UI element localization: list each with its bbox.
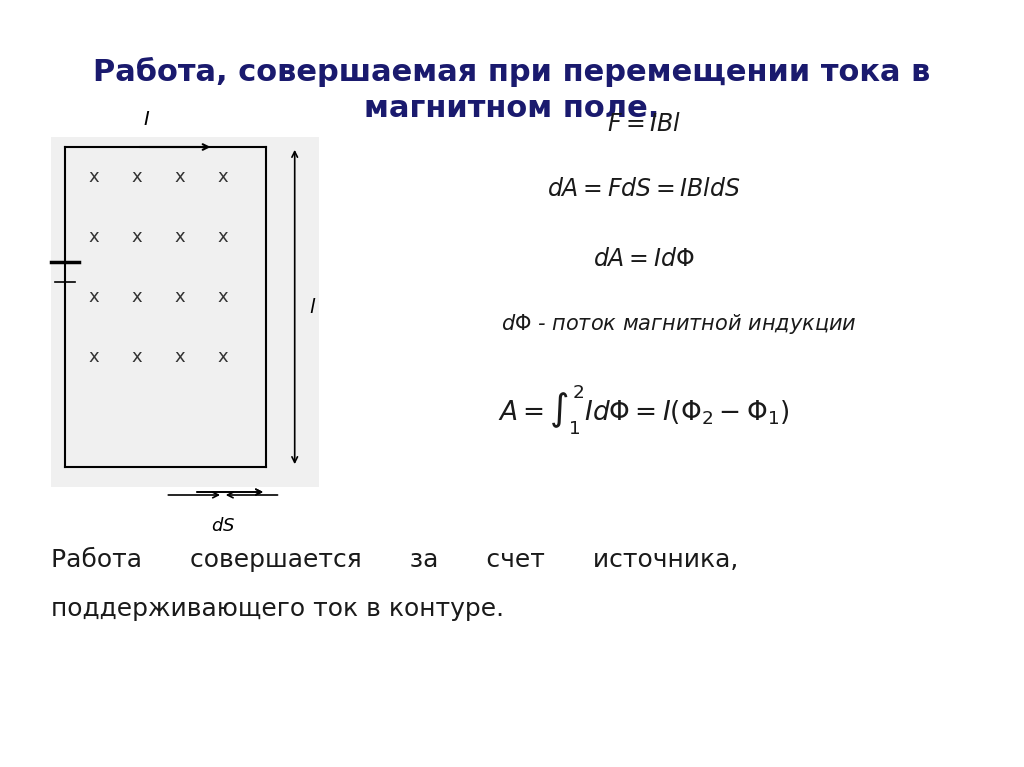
Text: x: x (174, 168, 185, 186)
Text: $d\Phi$ - поток магнитной индукции: $d\Phi$ - поток магнитной индукции (501, 312, 856, 336)
Text: поддерживающего ток в контуре.: поддерживающего ток в контуре. (50, 597, 504, 621)
Text: x: x (174, 288, 185, 306)
Text: $I$: $I$ (142, 110, 150, 129)
Text: x: x (88, 348, 99, 366)
Text: x: x (217, 348, 228, 366)
Text: $dA = FdS = IBldS$: $dA = FdS = IBldS$ (547, 177, 741, 201)
Text: x: x (174, 228, 185, 246)
Text: x: x (131, 168, 142, 186)
Text: $dA = Id\Phi$: $dA = Id\Phi$ (593, 247, 695, 271)
Text: x: x (88, 168, 99, 186)
Text: Работа      совершается      за      счет      источника,: Работа совершается за счет источника, (50, 547, 738, 572)
Text: x: x (131, 348, 142, 366)
Text: x: x (88, 228, 99, 246)
Text: $l$: $l$ (309, 298, 316, 317)
Text: $A = \int_{1}^{2} Id\Phi = I(\Phi_2 - \Phi_1)$: $A = \int_{1}^{2} Id\Phi = I(\Phi_2 - \P… (499, 382, 790, 436)
FancyBboxPatch shape (50, 137, 318, 487)
Text: Работа, совершаемая при перемещении тока в
магнитном поле.: Работа, совершаемая при перемещении тока… (93, 57, 931, 123)
Text: $dS$: $dS$ (211, 517, 236, 535)
Text: x: x (131, 288, 142, 306)
Text: x: x (217, 168, 228, 186)
Text: x: x (217, 288, 228, 306)
Text: x: x (88, 288, 99, 306)
Text: x: x (174, 348, 185, 366)
Text: x: x (131, 228, 142, 246)
Text: $F = IBl$: $F = IBl$ (607, 112, 681, 136)
Text: x: x (217, 228, 228, 246)
